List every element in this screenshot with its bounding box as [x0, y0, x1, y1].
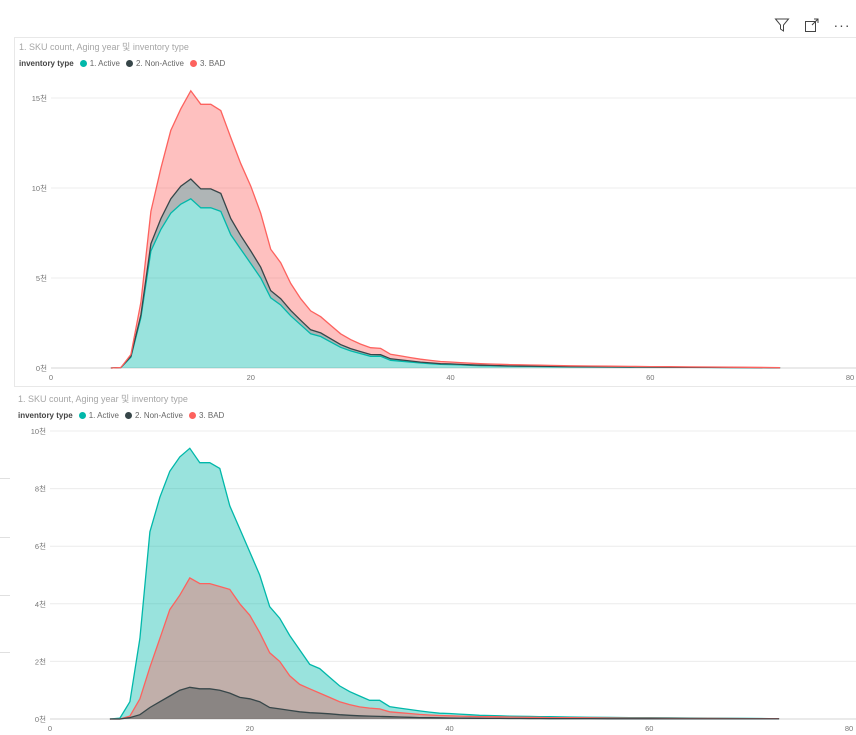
legend-item-active[interactable]: 1. Active: [78, 411, 119, 420]
y-tick-label: 8천: [35, 484, 46, 494]
legend-dot: [124, 412, 132, 419]
y-tick-label: 4천: [35, 599, 46, 609]
legend-item-non-active[interactable]: 2. Non-Active: [124, 411, 183, 420]
x-tick-label: 80: [845, 724, 853, 733]
chart-plot-area: 0천 2천 4천 6천 8천 10천 0 20 40 60 80: [31, 426, 856, 733]
y-tick-label: 10천: [32, 183, 47, 193]
y-tick-label: 0천: [35, 714, 46, 724]
gridline-stub: [0, 595, 10, 596]
legend-title: inventory type: [19, 59, 74, 68]
legend-dot: [188, 412, 196, 419]
chart-legend: inventory type 1. Active 2. Non-Active 3…: [19, 59, 225, 68]
x-tick-label: 40: [445, 724, 453, 733]
y-tick-label: 15천: [32, 93, 47, 103]
x-tick-label: 0: [48, 724, 52, 733]
legend-label: 2. Non-Active: [134, 411, 183, 420]
legend-dot: [189, 60, 197, 67]
x-tick-label: 0: [49, 373, 53, 382]
series-line-bad: [110, 89, 781, 369]
chart-title: 1. SKU count, Aging year 및 inventory typ…: [18, 394, 188, 404]
x-tick-label: 40: [446, 373, 454, 382]
y-tick-label: 5천: [36, 273, 47, 283]
legend-title: inventory type: [18, 411, 73, 420]
x-tick-label: 80: [846, 373, 854, 382]
x-tick-label: 60: [645, 724, 653, 733]
y-tick-label: 6천: [35, 541, 46, 551]
gridline-stub: [0, 478, 10, 479]
series-line-non-active: [110, 178, 781, 369]
gridline-stub: [0, 652, 10, 653]
area-fill-bad: [110, 90, 781, 369]
y-tick-label: 0천: [36, 363, 47, 373]
x-tick-label: 20: [247, 373, 255, 382]
legend-dot: [125, 60, 133, 67]
stacked-area-chart-visual[interactable]: 1. SKU count, Aging year 및 inventory typ…: [14, 37, 856, 387]
legend-dot: [78, 412, 86, 419]
chart-legend: inventory type 1. Active 2. Non-Active 3…: [18, 411, 224, 420]
series-line-bad: [109, 577, 780, 720]
legend-item-non-active[interactable]: 2. Non-Active: [125, 59, 184, 68]
left-edge-gridline-stubs: [0, 390, 12, 735]
legend-label: 3. BAD: [199, 59, 226, 68]
area-fill-bad: [109, 577, 780, 719]
more-options-icon[interactable]: ···: [833, 17, 851, 33]
filter-icon[interactable]: [772, 15, 792, 35]
area-fill-non-active: [110, 179, 781, 368]
visual-header-toolbar: ···: [772, 14, 856, 36]
legend-item-active[interactable]: 1. Active: [79, 59, 120, 68]
gridline-stub: [0, 537, 10, 538]
chart-title: 1. SKU count, Aging year 및 inventory typ…: [19, 42, 189, 52]
legend-item-bad[interactable]: 3. BAD: [189, 59, 226, 68]
series-line-non-active: [109, 686, 780, 720]
area-fill-active: [110, 198, 781, 368]
legend-label: 3. BAD: [198, 411, 225, 420]
focus-mode-icon[interactable]: [802, 15, 822, 35]
x-tick-label: 60: [646, 373, 654, 382]
y-tick-label: 2천: [35, 656, 46, 666]
legend-label: 1. Active: [89, 59, 120, 68]
legend-label: 1. Active: [88, 411, 119, 420]
legend-dot: [79, 60, 87, 67]
area-fill-active: [109, 448, 780, 719]
overlapping-area-chart-visual[interactable]: 1. SKU count, Aging year 및 inventory typ…: [14, 390, 856, 735]
legend-label: 2. Non-Active: [135, 59, 184, 68]
y-tick-label: 10천: [31, 426, 46, 436]
chart-plot-area: 0천 5천 10천 15천 0 20 40 60 80: [32, 89, 856, 382]
legend-item-bad[interactable]: 3. BAD: [188, 411, 225, 420]
x-tick-label: 20: [246, 724, 254, 733]
area-fill-non-active: [109, 687, 780, 719]
